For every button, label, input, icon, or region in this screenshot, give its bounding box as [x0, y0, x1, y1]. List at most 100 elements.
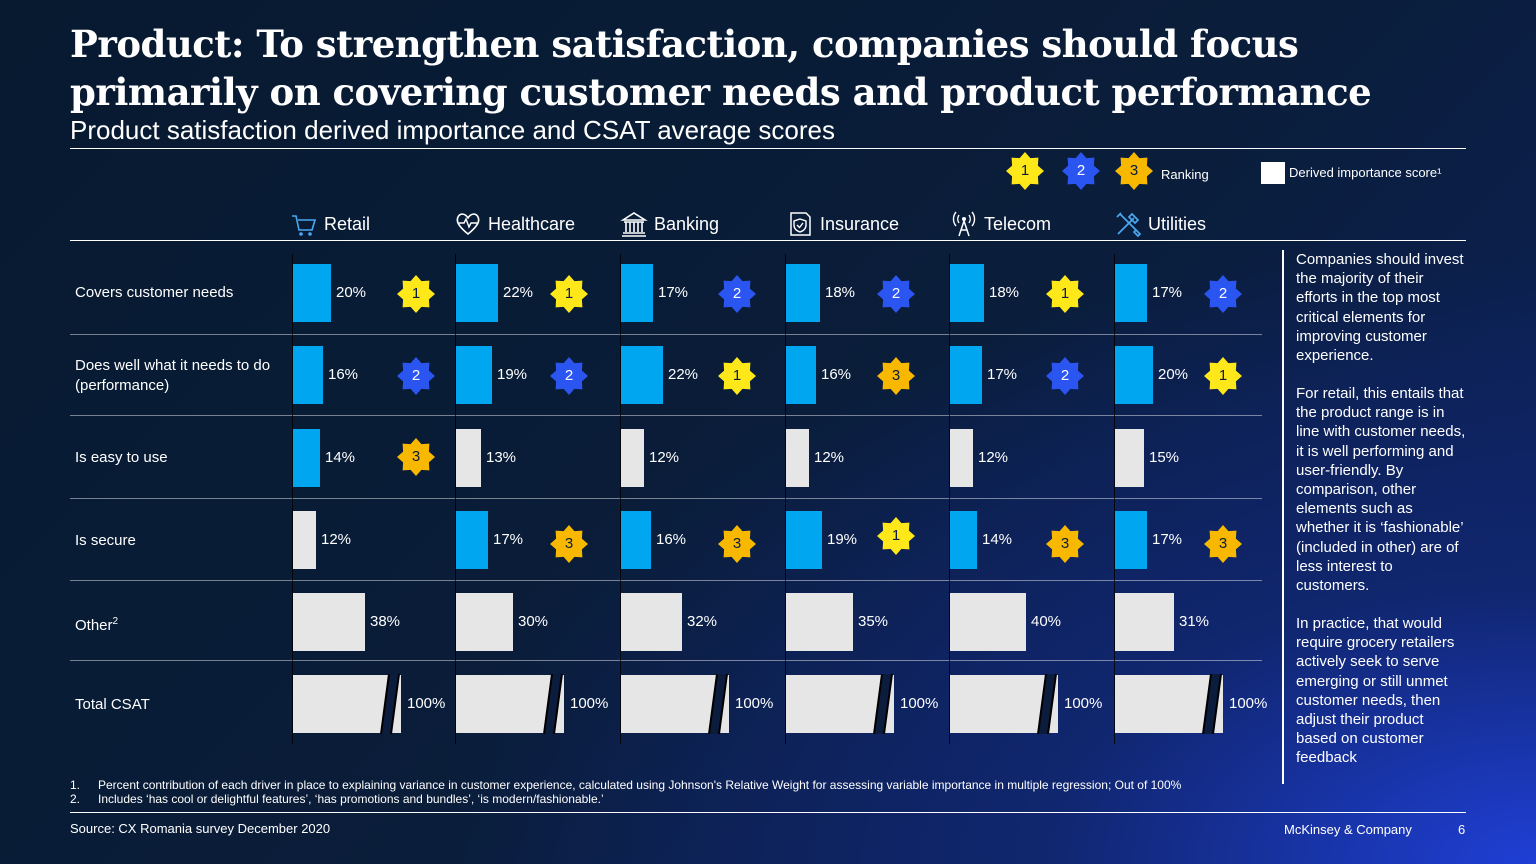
column-baseline	[620, 254, 621, 744]
rank-2-badge-icon: 2	[876, 274, 916, 314]
antenna-icon	[952, 211, 976, 237]
value-label: 17%	[493, 531, 524, 548]
bar-utilities-row-2	[1115, 346, 1153, 404]
rank-3-badge-icon: 3	[1203, 524, 1243, 564]
bar-telecom-row-1	[950, 264, 984, 322]
page-subtitle: Product satisfaction derived importance …	[70, 115, 835, 145]
sector-header-banking: Banking	[620, 210, 719, 238]
value-label: 40%	[1031, 613, 1062, 630]
column-baseline	[292, 254, 293, 744]
bar-healthcare-row-3	[456, 429, 481, 487]
bank-building-icon	[620, 212, 648, 237]
value-label: 20%	[336, 284, 367, 301]
page-title: Product: To strengthen satisfaction, com…	[70, 22, 1372, 114]
bar-telecom-row-3	[950, 429, 973, 487]
footer-divider	[70, 812, 1466, 813]
note-paragraph-3: In practice, that would require grocery …	[1296, 615, 1455, 767]
value-label: 100%	[900, 695, 939, 712]
row-label-other-text: Other	[75, 617, 113, 634]
sector-header-utilities: Utilities	[1114, 210, 1206, 238]
footnote-2-number: 2.	[70, 792, 81, 806]
rank-1-badge-icon: 1	[549, 274, 589, 314]
value-label: 18%	[989, 284, 1020, 301]
column-baseline	[1114, 254, 1115, 744]
page-number: 6	[1458, 822, 1466, 837]
title-divider	[70, 148, 1466, 149]
axis-break-mark	[1202, 673, 1222, 735]
bar-telecom-row-2	[950, 346, 982, 404]
rank-number: 1	[1218, 367, 1228, 384]
footnote-2-text: Includes ‘has cool or delightful feature…	[98, 792, 604, 806]
value-label: 16%	[656, 531, 687, 548]
bar-retail-row-5	[293, 593, 365, 651]
brand-name: McKinsey & Company	[1284, 822, 1412, 837]
axis-break-mark	[708, 673, 728, 735]
rank-number: 2	[411, 367, 421, 384]
column-baseline	[455, 254, 456, 744]
shield-document-icon	[790, 212, 811, 236]
rank-1-badge-icon: 1	[1045, 274, 1085, 314]
value-label: 30%	[518, 613, 549, 630]
tools-icon	[1116, 212, 1142, 238]
bar-banking-row-3	[621, 429, 644, 487]
rank-2-legend-icon: 2	[1061, 151, 1101, 191]
sector-label-telecom: Telecom	[984, 213, 1052, 234]
rank-number: 1	[891, 527, 901, 544]
sector-label-healthcare: Healthcare	[488, 213, 576, 234]
bar-banking-row-2	[621, 346, 663, 404]
value-label: 100%	[407, 695, 446, 712]
shopping-cart-icon	[292, 215, 317, 236]
value-label: 20%	[1158, 366, 1189, 383]
rank-3-badge-icon: 3	[876, 356, 916, 396]
rank-1-badge-icon: 1	[876, 516, 916, 556]
rank-number: 2	[732, 285, 742, 302]
row-label-other: Other2	[75, 612, 118, 636]
bar-banking-row-1	[621, 264, 653, 322]
footnote-1-number: 1.	[70, 778, 81, 792]
row-divider	[70, 415, 1262, 416]
rank-number: 1	[411, 285, 421, 302]
header-divider	[70, 240, 1466, 241]
value-label: 35%	[858, 613, 889, 630]
sector-label-insurance: Insurance	[820, 213, 900, 234]
note-paragraph-2: For retail, this entails that the produc…	[1296, 385, 1466, 595]
row-divider	[70, 498, 1262, 499]
rank-3-legend-icon: 3	[1114, 151, 1154, 191]
rank-number: 1	[564, 285, 574, 302]
footnote-1-text: Percent contribution of each driver in p…	[98, 778, 1182, 792]
ranking-legend-label: Ranking	[1161, 167, 1209, 182]
value-label: 14%	[982, 531, 1013, 548]
row-divider	[70, 334, 1262, 335]
value-label: 16%	[328, 366, 359, 383]
column-baseline	[949, 254, 950, 744]
value-label: 22%	[503, 284, 534, 301]
value-label: 14%	[325, 449, 356, 466]
sector-label-retail: Retail	[324, 213, 371, 234]
bar-insurance-row-1	[786, 264, 820, 322]
rank-number: 3	[1060, 535, 1070, 552]
bar-insurance-row-4	[786, 511, 822, 569]
rank-number: 3	[1218, 535, 1228, 552]
value-label: 19%	[827, 531, 858, 548]
bar-retail-row-4	[293, 511, 316, 569]
rank-3-badge-icon: 3	[717, 524, 757, 564]
heart-pulse-icon	[456, 213, 480, 236]
rank-number: 2	[891, 285, 901, 302]
bar-healthcare-row-4	[456, 511, 488, 569]
axis-break-mark	[543, 673, 563, 735]
value-label: 19%	[497, 366, 528, 383]
rank-number: 2	[1218, 285, 1228, 302]
rank-2-badge-icon: 2	[549, 356, 589, 396]
bar-healthcare-row-5	[456, 593, 513, 651]
rank-number: 3	[564, 535, 574, 552]
row-label-other-footnote-marker: 2	[112, 616, 119, 627]
row-label-performance: Does well what it needs to do (performan…	[75, 357, 271, 394]
value-label: 12%	[321, 531, 352, 548]
value-label: 15%	[1149, 449, 1180, 466]
sector-header-telecom: Telecom	[950, 210, 1051, 238]
value-label: 12%	[978, 449, 1009, 466]
bar-retail-row-2	[293, 346, 323, 404]
value-label: 100%	[735, 695, 774, 712]
rank-2-badge-icon: 2	[1045, 356, 1085, 396]
rank-2-badge-icon: 2	[396, 356, 436, 396]
